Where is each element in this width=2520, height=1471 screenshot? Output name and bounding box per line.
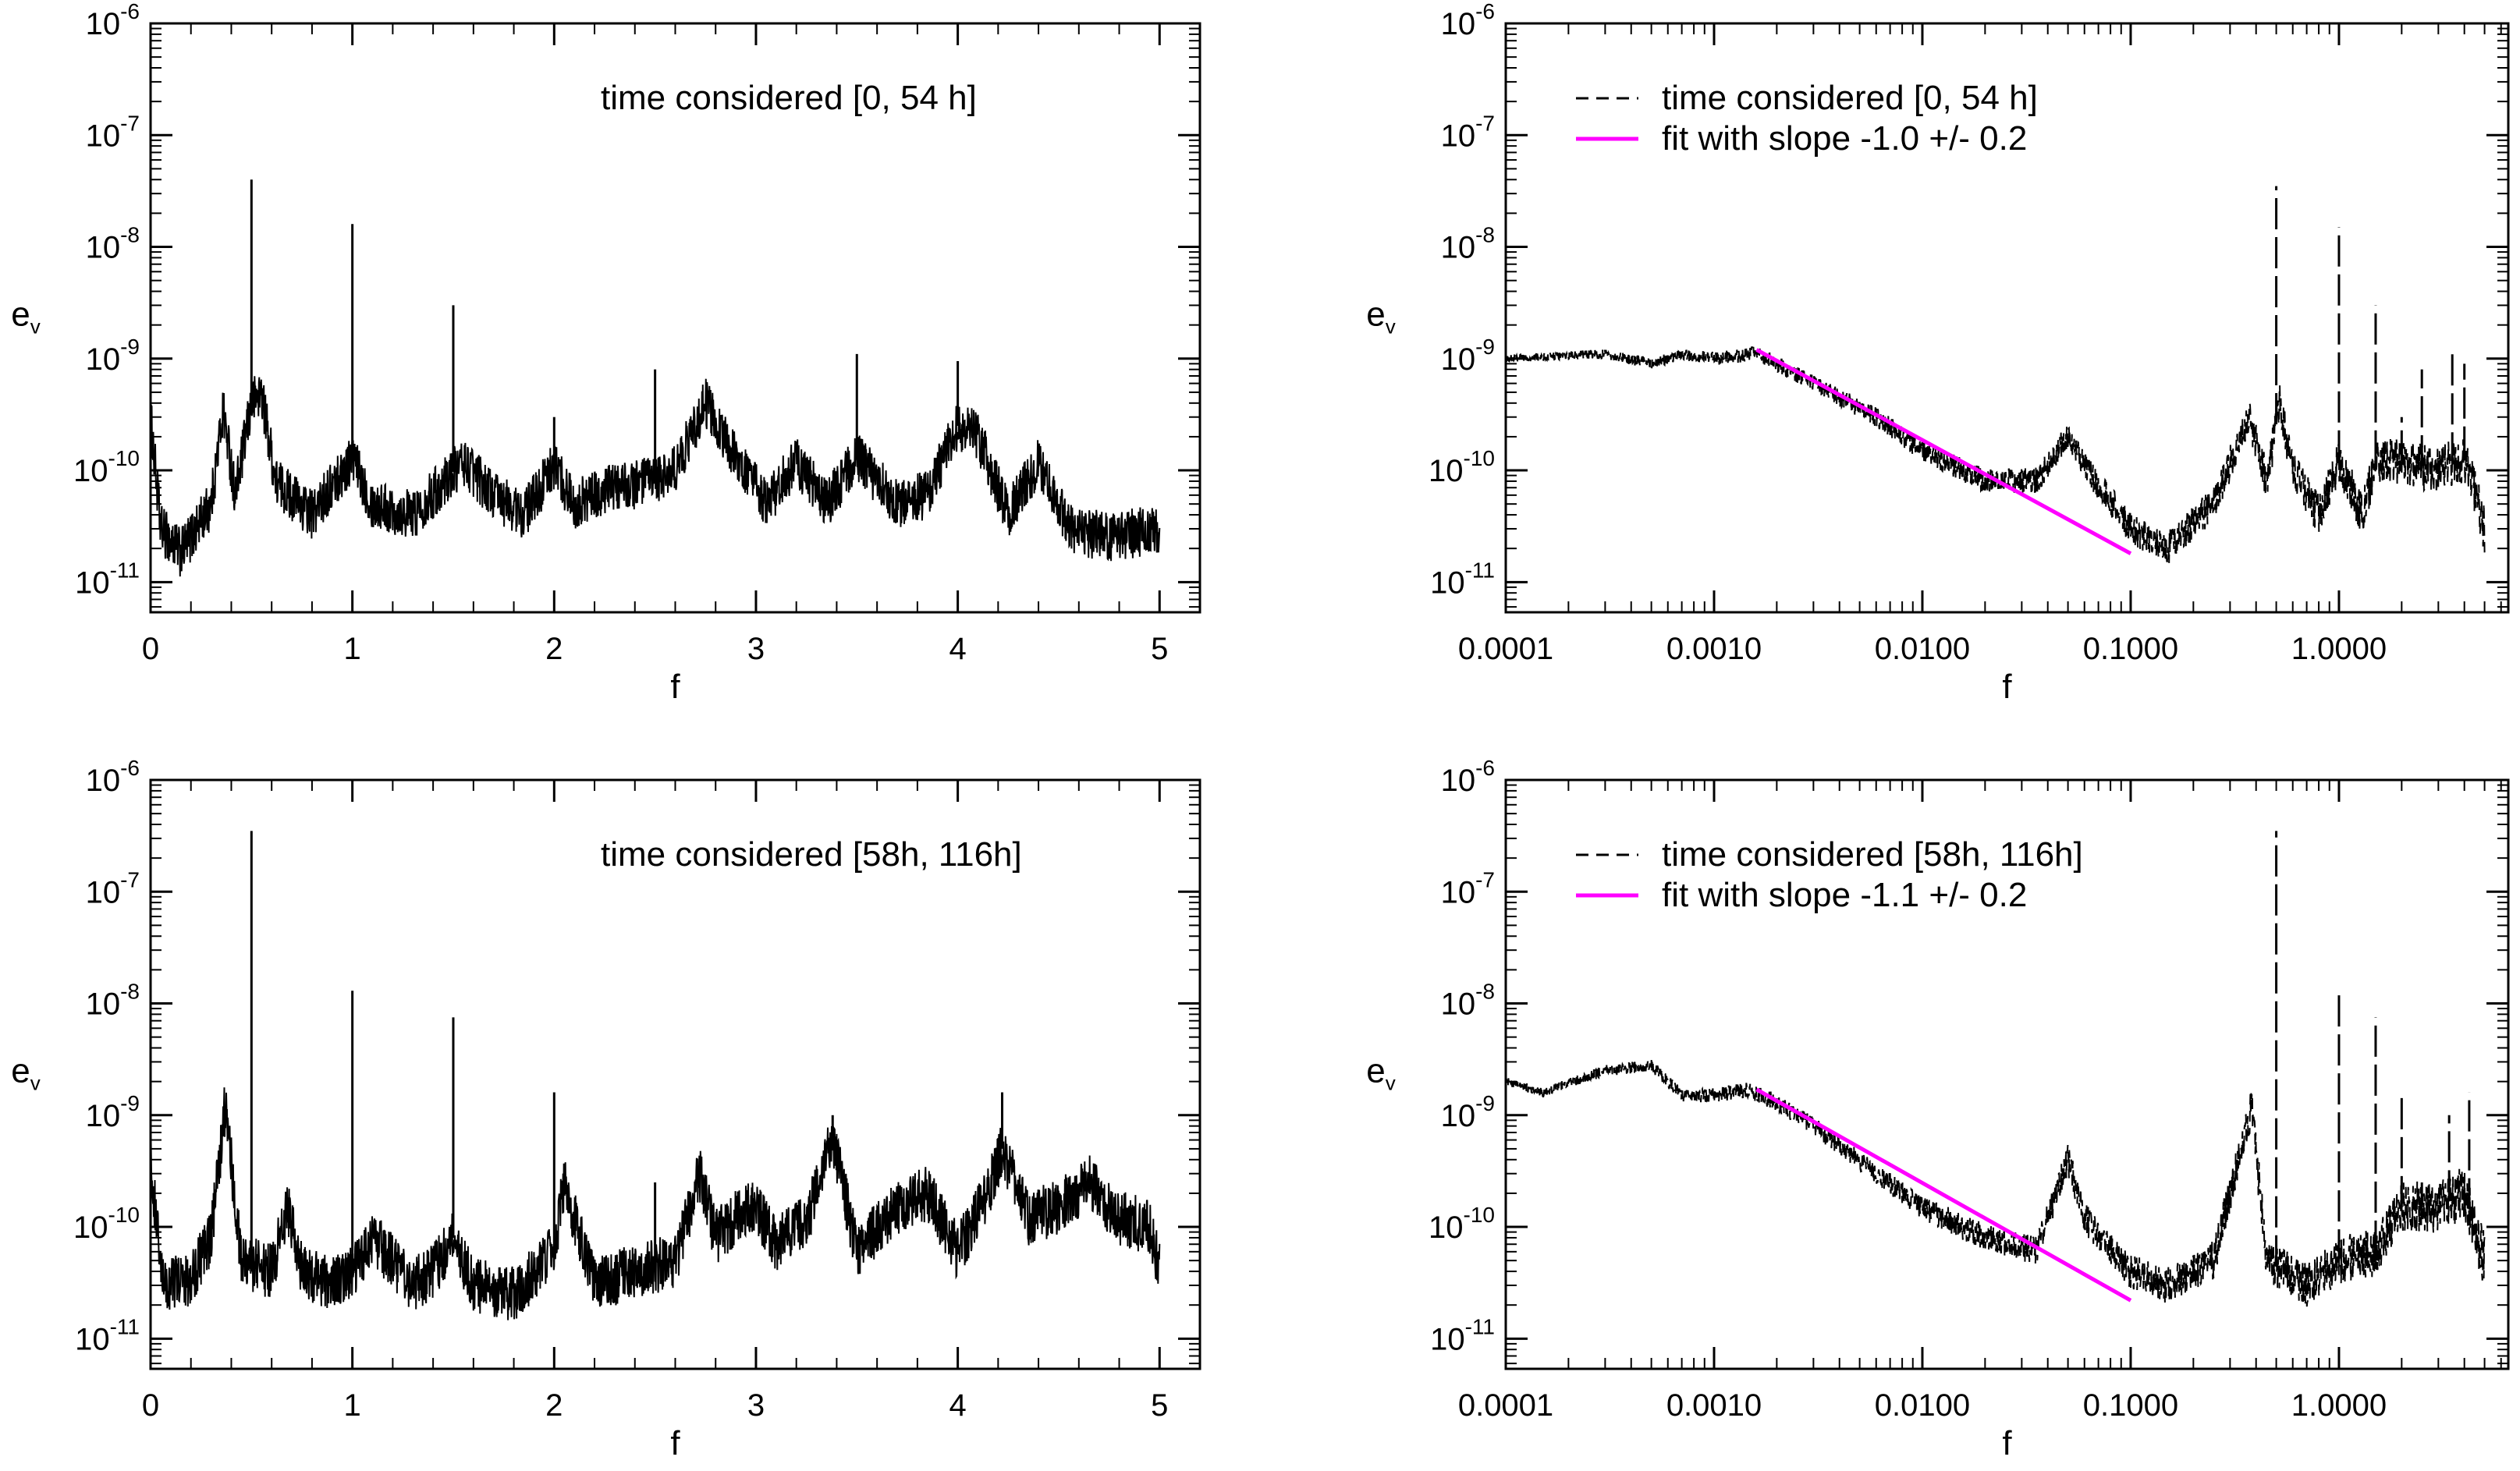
plot-frame <box>1504 22 2510 614</box>
y-tick-label: 10-6 <box>1441 0 1495 41</box>
y-tick-label: 10-11 <box>1430 1314 1495 1356</box>
x-tick-label: 5 <box>1151 632 1168 666</box>
panel-bottom-left: 10-6 10-7 10-8 10-9 10-10 10-110 1 2 3 4 5 f ev time … <box>11 756 1201 1462</box>
y-tick-label: 10-6 <box>1441 756 1495 798</box>
series-spectrum <box>151 831 1161 1320</box>
x-tick-label: 5 <box>1151 1388 1168 1423</box>
x-tick-label: 1 <box>344 1388 361 1423</box>
y-tick-label: 10-9 <box>1441 1091 1495 1133</box>
y-tick-label: 10-11 <box>75 558 140 600</box>
y-tick-label: 10-8 <box>86 980 140 1022</box>
y-axis-label: ev <box>1366 1052 1395 1095</box>
y-tick-label: 10-11 <box>1430 558 1495 600</box>
x-tick-label: 2 <box>545 632 563 666</box>
y-tick-label: 10-7 <box>1441 111 1495 153</box>
x-axis-label: f <box>670 668 680 706</box>
y-tick-label: 10-11 <box>75 1314 140 1356</box>
x-tick-label: 3 <box>747 632 765 666</box>
panel-top-left: 10-6 10-7 10-8 10-9 10-10 10-110 1 2 3 4 5 f ev time … <box>11 0 1201 706</box>
x-tick-label: 0.0010 <box>1666 632 1762 666</box>
y-tick-label: 10-8 <box>1441 980 1495 1022</box>
x-tick-label: 1 <box>344 632 361 666</box>
series-spectrum <box>1506 186 2486 564</box>
x-tick-label: 1.0000 <box>2291 1388 2387 1423</box>
y-tick-label: 10-9 <box>86 335 140 377</box>
y-tick-label: 10-8 <box>1441 223 1495 265</box>
legend-label: time considered [58h, 116h] <box>1662 835 2083 874</box>
y-tick-label: 10-8 <box>86 223 140 265</box>
y-tick-label: 10-6 <box>86 756 140 798</box>
panel-bottom-right: 10-6 10-7 10-8 10-9 10-10 10-11 0.0001 0.0010 0.… <box>1366 756 2510 1462</box>
y-axis-label: ev <box>11 296 40 339</box>
y-tick-label: 10-7 <box>1441 867 1495 909</box>
plot-frame <box>1504 778 2510 1370</box>
y-tick-label: 10-10 <box>1429 446 1495 488</box>
panel-top-right: 10-6 10-7 10-8 10-9 10-10 10-11 0.0001 0.0010 0.… <box>1366 0 2510 706</box>
legend-label: time considered [0, 54 h] <box>601 79 977 117</box>
fit-line <box>1755 1087 2132 1303</box>
y-tick-label: 10-10 <box>73 1203 140 1245</box>
x-tick-label: 4 <box>949 632 966 666</box>
spectrum-line <box>1506 1059 2486 1307</box>
y-tick-label: 10-9 <box>86 1091 140 1133</box>
legend-label: fit with slope -1.1 +/- 0.2 <box>1662 876 2027 914</box>
y-tick-label: 10-7 <box>86 111 140 153</box>
y-tick-label: 10-10 <box>1429 1203 1495 1245</box>
x-tick-label: 3 <box>747 1388 765 1423</box>
series-spectrum <box>151 179 1161 577</box>
y-tick-label: 10-6 <box>86 0 140 41</box>
legend-label: time considered [58h, 116h] <box>601 835 1022 874</box>
x-tick-label: 0.1000 <box>2083 632 2178 666</box>
spectrum-line <box>151 1087 1161 1320</box>
x-tick-label: 2 <box>545 1388 563 1423</box>
x-tick-label: 0 <box>142 632 159 666</box>
x-tick-label: 0.0001 <box>1458 632 1553 666</box>
series-spectrum <box>1506 831 2486 1307</box>
x-tick-label: 1.0000 <box>2291 632 2387 666</box>
x-axis-label: f <box>2002 668 2012 706</box>
x-tick-label: 4 <box>949 1388 966 1423</box>
x-tick-label: 0.1000 <box>2083 1388 2178 1423</box>
x-axis-label: f <box>2002 1424 2012 1462</box>
legend-label: fit with slope -1.0 +/- 0.2 <box>1662 119 2027 158</box>
fit-line <box>1755 348 2132 555</box>
series-fit <box>1755 348 2132 555</box>
x-tick-label: 0.0100 <box>1875 632 1970 666</box>
y-tick-label: 10-7 <box>86 867 140 909</box>
legend-label: time considered [0, 54 h] <box>1662 79 2038 117</box>
y-tick-label: 10-10 <box>73 446 140 488</box>
y-axis-label: ev <box>11 1052 40 1095</box>
y-axis-label: ev <box>1366 296 1395 339</box>
y-tick-label: 10-9 <box>1441 335 1495 377</box>
series-fit <box>1755 1087 2132 1303</box>
x-tick-label: 0.0010 <box>1666 1388 1762 1423</box>
x-tick-label: 0.0001 <box>1458 1388 1553 1423</box>
spectrum-line <box>1506 346 2486 564</box>
x-tick-label: 0.0100 <box>1875 1388 1970 1423</box>
x-axis-label: f <box>670 1424 680 1462</box>
x-tick-label: 0 <box>142 1388 159 1423</box>
